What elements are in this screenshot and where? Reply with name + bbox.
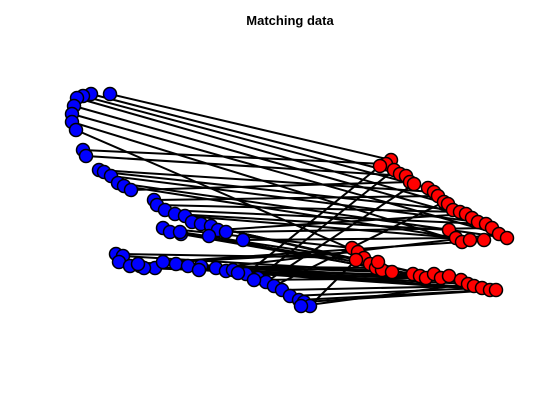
blue-point	[123, 182, 139, 198]
match-line	[90, 93, 401, 175]
match-line	[265, 183, 415, 283]
match-line	[82, 149, 387, 165]
match-line	[153, 195, 439, 201]
blue-point	[130, 256, 146, 272]
match-line	[130, 181, 411, 191]
red-point	[384, 264, 400, 280]
red-point	[488, 282, 504, 298]
blue-point	[293, 298, 309, 314]
match-line	[162, 241, 463, 263]
match-line	[164, 209, 487, 225]
blue-point	[168, 256, 184, 272]
match-line	[123, 185, 471, 241]
match-line	[184, 215, 485, 241]
blue-point	[230, 265, 246, 281]
blue-point	[78, 148, 94, 164]
blue-point	[246, 272, 262, 288]
red-point	[441, 268, 457, 284]
red-point	[406, 176, 422, 192]
chart-title: Matching data	[246, 13, 334, 28]
match-line	[162, 227, 353, 249]
red-point	[370, 254, 386, 270]
match-line	[242, 237, 457, 241]
match-line	[73, 105, 473, 219]
blue-point	[102, 86, 118, 102]
red-point	[476, 232, 492, 248]
blue-point	[155, 254, 171, 270]
red-point	[462, 232, 478, 248]
match-line	[303, 289, 497, 303]
match-line	[300, 283, 469, 307]
match-line	[109, 93, 392, 161]
match-line	[98, 169, 435, 193]
match-line	[76, 97, 449, 205]
match-line	[103, 171, 454, 211]
blue-point	[191, 262, 207, 278]
match-line	[217, 213, 467, 231]
points-group	[64, 86, 515, 314]
blue-point	[68, 122, 84, 138]
red-point	[372, 158, 388, 174]
match-line	[273, 201, 445, 287]
blue-point	[172, 224, 188, 240]
match-line	[309, 259, 357, 307]
match-line	[156, 204, 461, 213]
blue-point	[201, 228, 217, 244]
match-line	[71, 113, 500, 235]
blue-point	[235, 232, 251, 248]
match-line	[85, 155, 407, 177]
red-point	[348, 252, 364, 268]
red-point	[499, 230, 515, 246]
blue-point	[218, 224, 234, 240]
